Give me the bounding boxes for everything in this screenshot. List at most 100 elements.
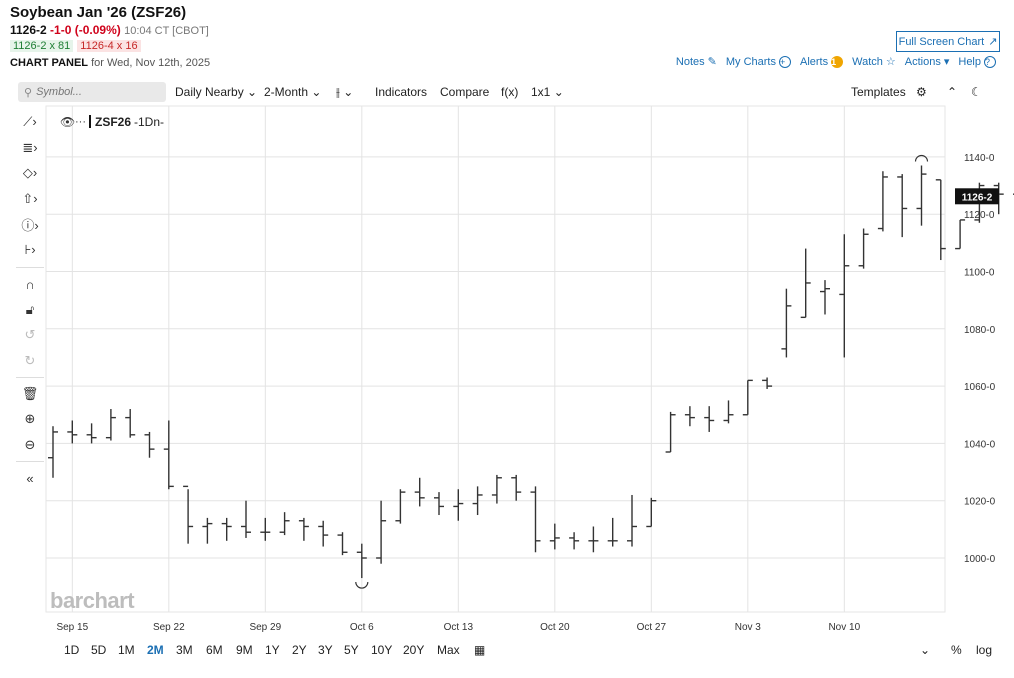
range-button-2m[interactable]: 2M (147, 643, 164, 657)
x-axis: Sep 15 Sep 22 Sep 29 Oct 6 Oct 13 Oct 20 Oct 2… (56, 622, 860, 633)
collapse-up-icon[interactable]: ⌃ (947, 85, 958, 99)
top-links: Notes ✎ My Charts + Alerts 1 Watch ☆ Actions… (676, 55, 996, 68)
undo-icon[interactable]: ↺ (24, 327, 36, 342)
log-toggle[interactable]: log (976, 643, 993, 657)
collapse-left-icon[interactable]: « (26, 470, 34, 486)
indicators-button[interactable]: Indicators (375, 85, 428, 99)
y-axis: 1000-0 1020-0 1040-0 1060-0 1080-0 1100-0 1120… (964, 153, 996, 565)
more-icon[interactable]: ··· (75, 116, 86, 128)
legend-symbol: ZSF26 (95, 115, 131, 129)
range-button-2y[interactable]: 2Y (292, 643, 307, 657)
caret-down-icon: ▾ (943, 56, 950, 68)
ohlc-bar (298, 517, 309, 541)
range-button-1y[interactable]: 1Y (265, 643, 280, 657)
ohlc-bar (742, 379, 753, 416)
ohlc-bar (183, 485, 194, 544)
watch-link[interactable]: Watch ☆ (852, 55, 896, 69)
layout-dropdown[interactable]: 1x1 ⌄ (531, 85, 564, 99)
ohlc-bar (163, 420, 174, 490)
daily-nearby-dropdown[interactable]: Daily Nearby ⌄ (175, 85, 257, 99)
range-button-5d[interactable]: 5D (91, 643, 107, 657)
gear-icon[interactable]: ⚙ (916, 85, 927, 99)
my-charts-label: My Charts (725, 55, 776, 68)
legend-interval: -1Dn- (134, 115, 164, 129)
tools-divider (16, 267, 44, 268)
zoom-out-icon[interactable]: ⊖ (24, 437, 36, 452)
ohlc-bars (48, 154, 1014, 589)
expand-arrow-icon: ↗ (988, 36, 998, 48)
range-button-3y[interactable]: 3Y (318, 643, 333, 657)
ohlc-bar (125, 409, 136, 438)
y-tick-label: 1040-0 (964, 439, 996, 450)
full-screen-chart-button[interactable]: Full Screen Chart ↗ (896, 31, 1000, 52)
shape-tool-icon[interactable]: ◇› (22, 165, 38, 180)
ohlc-bar (67, 420, 78, 444)
period-dropdown[interactable]: 2-Month ⌄ (264, 85, 321, 99)
zoom-in-icon[interactable]: ⊕ (24, 411, 36, 426)
last-price-marker: 1126-2 (955, 188, 999, 205)
ohlc-bar (665, 411, 676, 453)
quote-time: 10:04 CT [CBOT] (124, 25, 209, 37)
range-button-9m[interactable]: 9M (236, 643, 253, 657)
ohlc-bar (221, 517, 232, 541)
symbol-input[interactable] (36, 86, 157, 98)
ohlc-bar (356, 543, 367, 579)
notes-link[interactable]: Notes ✎ (676, 55, 717, 69)
chart-panel-label: CHART PANEL (10, 57, 89, 69)
magnet-icon[interactable]: ∩ (25, 276, 35, 292)
range-button-1m[interactable]: 1M (118, 643, 135, 657)
bar-type-dropdown[interactable]: ⫲ ⌄ (336, 85, 353, 100)
info-tool-icon[interactable]: ⓘ› (21, 217, 39, 233)
measure-tool-icon[interactable]: ⊦› (24, 242, 36, 257)
symbol-search[interactable]: ⚲ (18, 82, 166, 102)
ohlc-bar (395, 489, 406, 524)
chevron-down-icon: ⌄ (343, 85, 354, 99)
chevron-down-icon: ⌄ (247, 85, 258, 99)
y-tick-label: 1020-0 (964, 497, 996, 508)
range-button-10y[interactable]: 10Y (371, 643, 393, 657)
ohlc-bar (684, 406, 695, 427)
arrow-tool-icon[interactable]: ⇧› (22, 191, 38, 206)
fib-tool-icon[interactable]: ≣› (22, 140, 38, 155)
calendar-icon[interactable]: ▦ (474, 643, 486, 657)
fx-button[interactable]: f(x) (501, 85, 519, 99)
range-button-6m[interactable]: 6M (206, 643, 223, 657)
help-link[interactable]: Help? (958, 55, 996, 68)
ohlc-bar (935, 179, 946, 261)
range-button-20y[interactable]: 20Y (403, 643, 425, 657)
ohlc-bar (202, 517, 213, 544)
x-tick-label: Sep 22 (153, 622, 185, 633)
unlock-icon[interactable]: 🔓︎ (25, 302, 35, 317)
dark-mode-icon[interactable]: ☾ (971, 85, 982, 99)
templates-button[interactable]: Templates (851, 85, 906, 99)
trash-icon[interactable]: 🗑︎ (21, 386, 39, 401)
range-button-max[interactable]: Max (437, 643, 460, 657)
ohlc-bar (376, 500, 387, 564)
price-change: -1-0 (-0.09%) (50, 23, 121, 37)
redo-icon[interactable]: ↻ (24, 353, 36, 368)
y-tick-label: 1100-0 (964, 268, 995, 279)
eye-icon[interactable]: 👁︎ (60, 115, 75, 129)
range-button-3m[interactable]: 3M (176, 643, 193, 657)
ohlc-bar (588, 526, 599, 553)
last-price: 1126-2 (10, 23, 47, 37)
daily-nearby-label: Daily Nearby (175, 85, 244, 99)
alerts-link[interactable]: Alerts 1 (800, 55, 844, 68)
my-charts-link[interactable]: My Charts + (726, 55, 791, 68)
x-tick-label: Nov 3 (735, 622, 762, 633)
x-tick-label: Oct 20 (540, 622, 570, 633)
actions-label: Actions (904, 55, 941, 68)
actions-menu[interactable]: Actions ▾ (904, 55, 950, 69)
chart-toolbar: ⚲ Daily Nearby ⌄ 2-Month ⌄ ⫲ ⌄ Indicator… (0, 79, 1014, 105)
double-chevron-down-icon[interactable]: ⌄ (920, 643, 931, 657)
range-button-5y[interactable]: 5Y (344, 643, 359, 657)
range-button-1d[interactable]: 1D (64, 643, 80, 657)
bid-ask: 1126-2 x 81 1126-4 x 16 (10, 40, 141, 52)
trend-line-tool-icon[interactable]: ⟋› (23, 114, 37, 129)
percent-toggle[interactable]: % (951, 643, 962, 657)
compare-button[interactable]: Compare (440, 85, 490, 99)
ohlc-bar (453, 489, 464, 521)
alerts-count-badge: 1 (831, 55, 844, 68)
ohlc-bar (897, 174, 908, 238)
